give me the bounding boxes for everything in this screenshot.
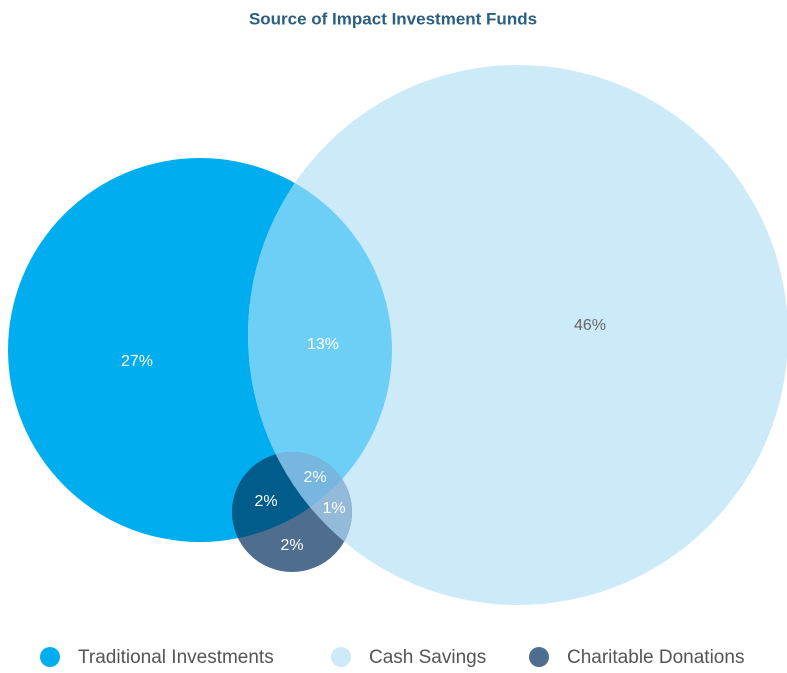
- venn-region: [248, 65, 787, 605]
- legend-marker: [529, 647, 549, 667]
- region-label: 46%: [574, 317, 606, 334]
- region-label: 27%: [121, 353, 153, 370]
- chart-title: Source of Impact Investment Funds: [249, 9, 537, 28]
- legend-marker: [40, 647, 60, 667]
- legend-marker: [331, 647, 351, 667]
- legend-label: Traditional Investments: [78, 647, 274, 668]
- venn-region: [248, 158, 392, 542]
- region-label: 13%: [307, 336, 339, 353]
- legend-label: Charitable Donations: [567, 647, 744, 668]
- region-label: 2%: [280, 537, 303, 554]
- legend-label: Cash Savings: [369, 647, 486, 668]
- region-label: 2%: [303, 469, 326, 486]
- region-label: 2%: [254, 493, 277, 510]
- region-label: 1%: [322, 500, 345, 517]
